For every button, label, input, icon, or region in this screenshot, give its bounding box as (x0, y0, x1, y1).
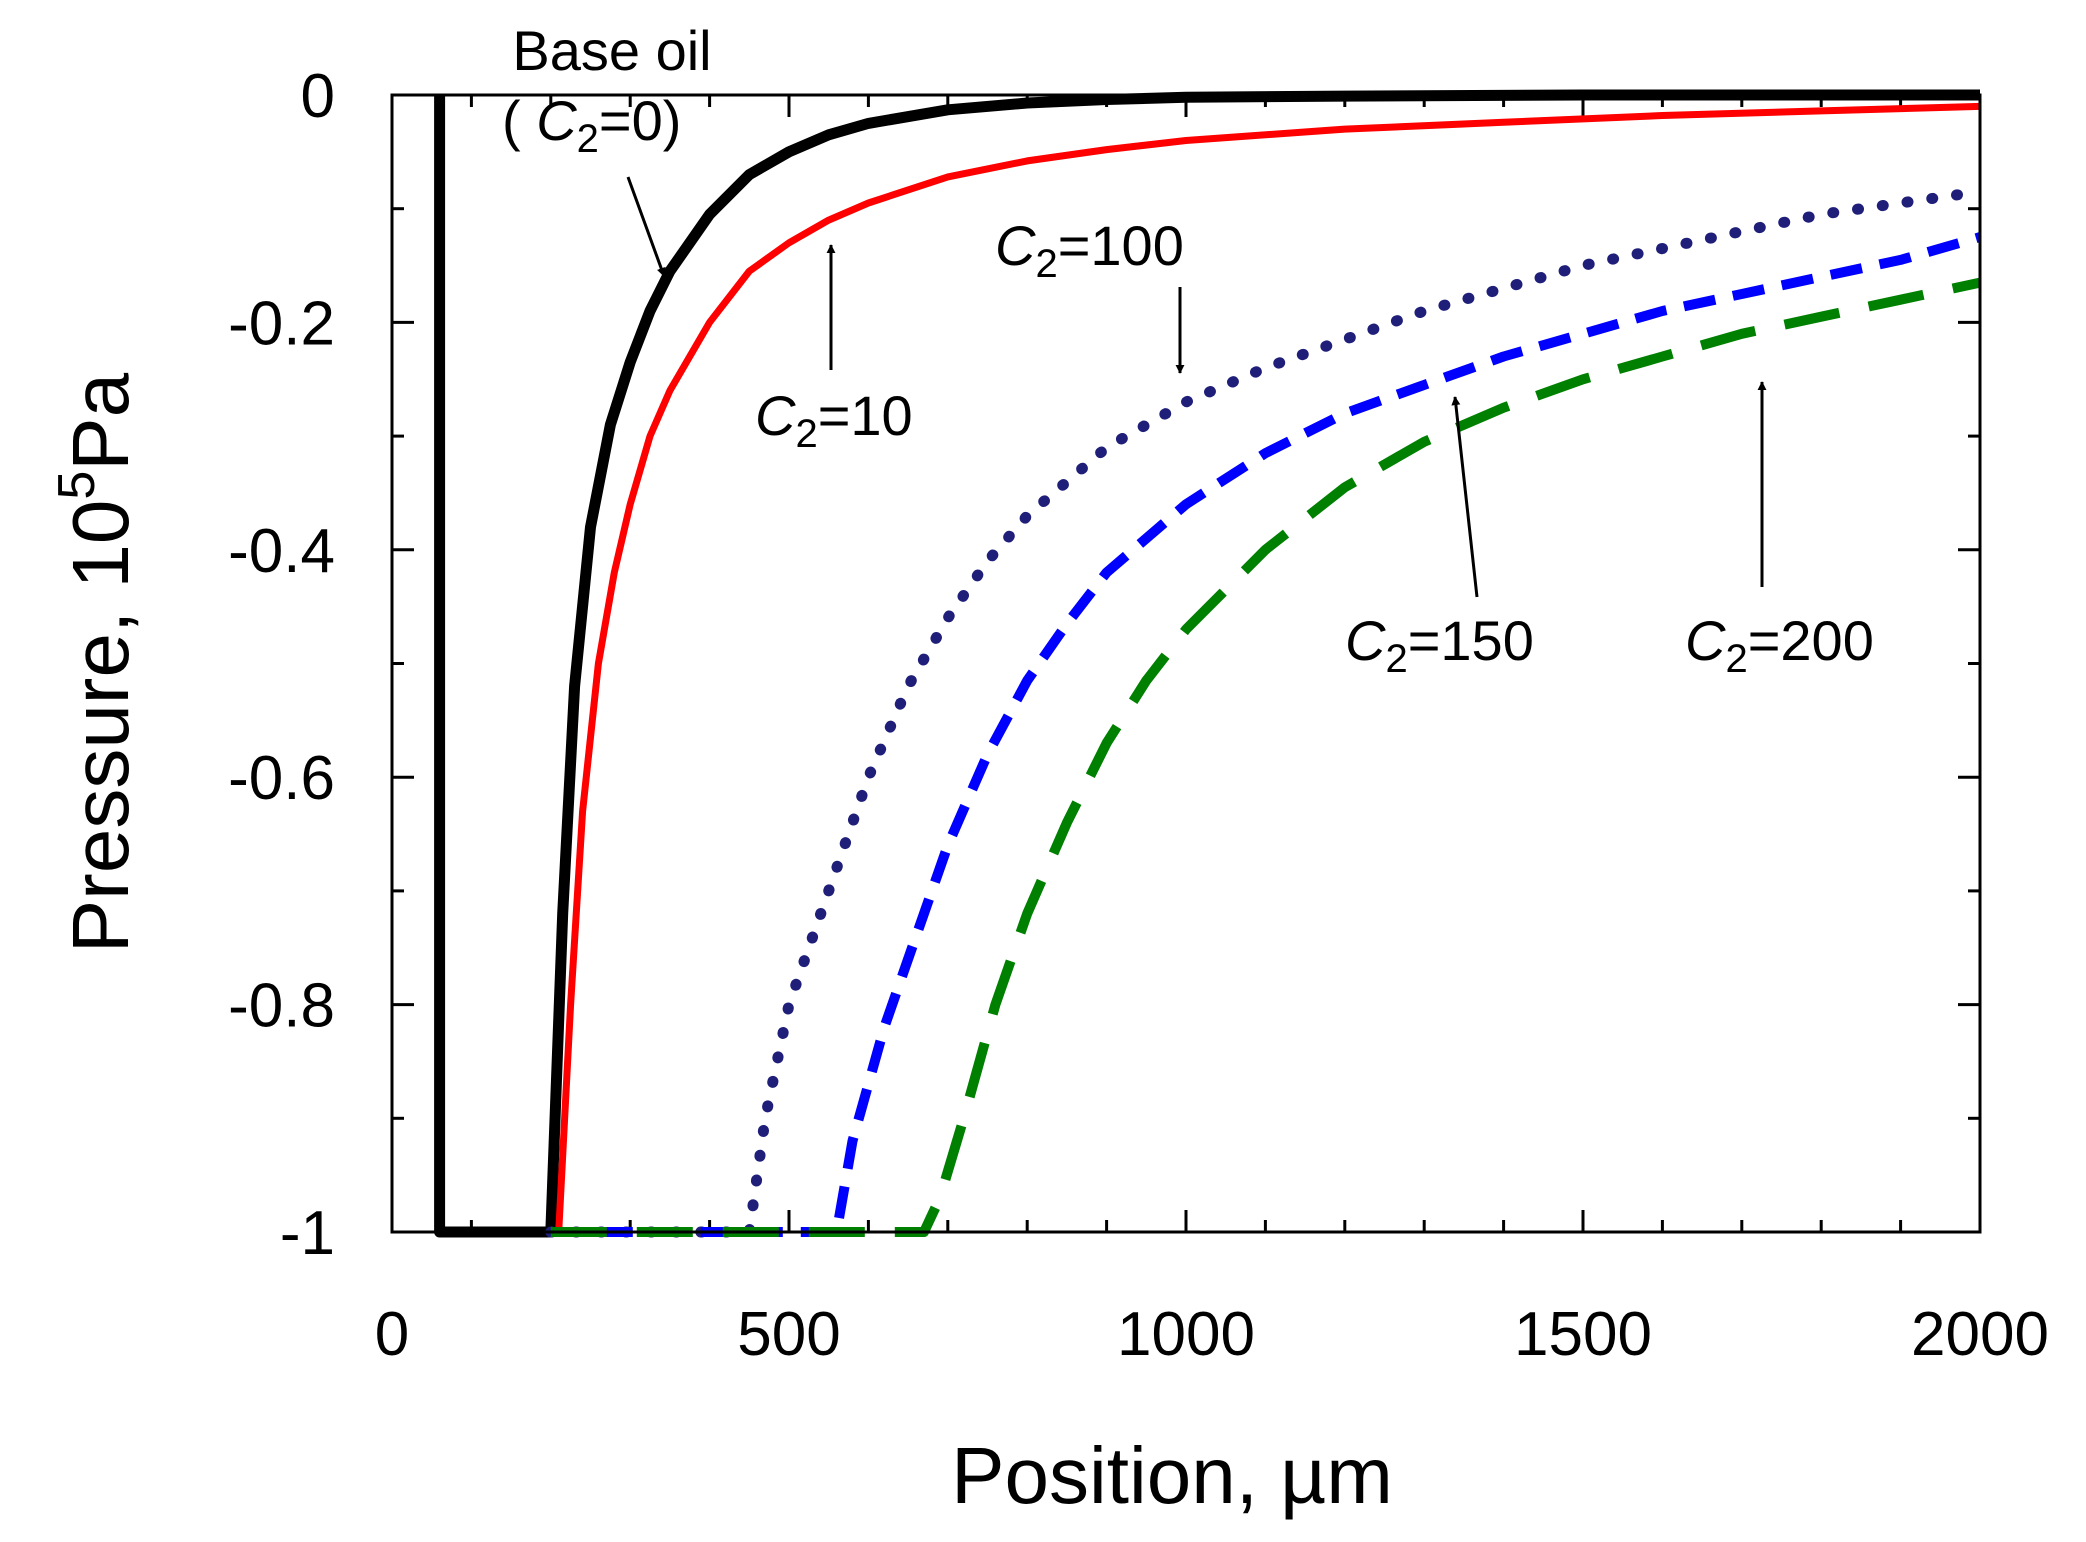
annotation-c150: C2=150 (1345, 609, 1534, 681)
series-annotations: Base oil ( C2=0) C2=10 C2=100 C2=150 C2=… (502, 19, 1874, 681)
plot-frame (390, 93, 1982, 1234)
annotation-c200: C2=200 (1685, 609, 1874, 681)
series-line-1 (555, 102, 1981, 1233)
y-tick-label: -0.8 (228, 972, 335, 1041)
y-tick-label: -0.4 (228, 517, 335, 586)
series-line-0 (434, 89, 1980, 1238)
y-tick-label: -1 (280, 1199, 335, 1268)
y-axis-title-superscript: 5 (48, 471, 106, 500)
x-tick-label: 2000 (1911, 1300, 2049, 1369)
axis-tick-labels: 0 500 1000 1500 2000 0 -0.2 -0.4 -0.6 -0.8 -1 (228, 62, 2049, 1369)
x-tick-label: 0 (375, 1300, 409, 1369)
data-series (434, 89, 1986, 1238)
series-line-3 (550, 232, 1982, 1237)
x-tick-label: 1000 (1117, 1300, 1255, 1369)
annotation-base-oil-line2: ( C2=0) (502, 89, 681, 161)
annotation-c100: C2=100 (995, 214, 1184, 286)
x-tick-label: 1500 (1514, 1300, 1652, 1369)
x-axis-title: Position, µm (951, 1431, 1393, 1520)
annotation-base-oil-line1: Base oil (512, 19, 711, 82)
x-tick-label: 500 (737, 1300, 840, 1369)
y-tick-label: -0.6 (228, 744, 335, 813)
annotation-c10: C2=10 (755, 384, 913, 456)
y-tick-label: -0.2 (228, 289, 335, 358)
y-axis-title: Pressure, 105Pa (48, 372, 145, 953)
annotation-base-oil-arrow (626, 176, 666, 277)
series-line-4 (550, 277, 1982, 1237)
series-line-2 (545, 186, 1986, 1238)
annotation-c150-arrow (1451, 396, 1479, 598)
y-tick-label: 0 (301, 62, 335, 131)
axis-ticks (390, 93, 1982, 1234)
